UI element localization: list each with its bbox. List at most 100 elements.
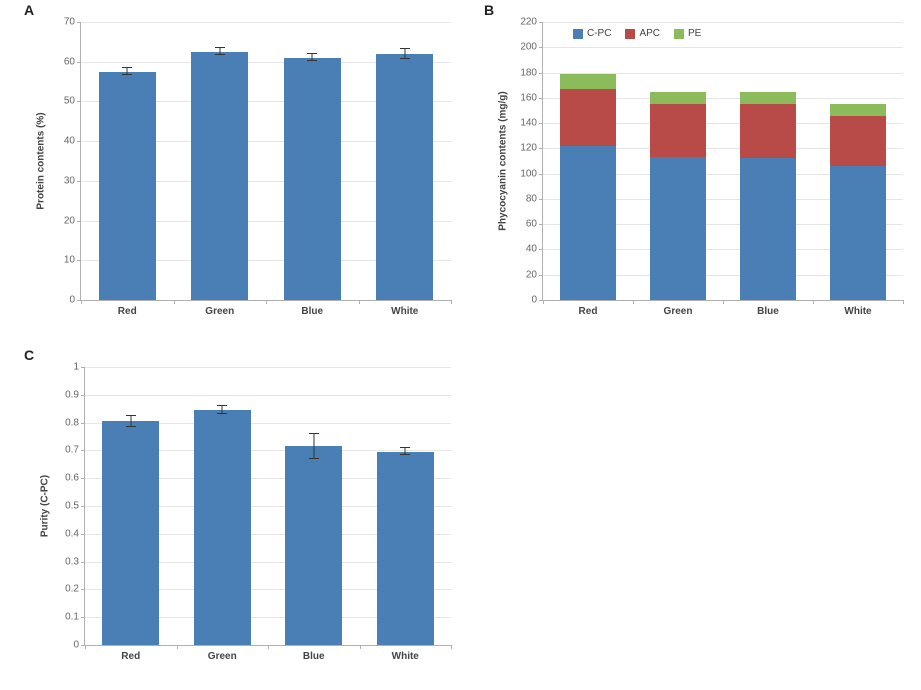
x-tick-mark [81,300,82,304]
error-cap [122,67,132,68]
panel-c: C Purity (C-PC) 00.10.20.30.40.50.60.70.… [20,345,470,685]
x-tick-mark [266,300,267,304]
x-tick-label: Green [664,300,693,317]
x-tick-mark [174,300,175,304]
error-cap [217,405,227,406]
panel-b-label: B [484,2,494,18]
bar-segment-apc [560,89,616,146]
panel-a-y-axis-title: Protein contents (%) [36,112,47,209]
y-tick-label: 0.3 [65,556,85,567]
panel-c-y-axis-title: Purity (C-PC) [40,475,51,537]
error-cap [126,415,136,416]
y-tick-label: 0 [73,640,85,651]
panel-c-plot: Purity (C-PC) 00.10.20.30.40.50.60.70.80… [84,367,451,646]
error-cap [217,413,227,414]
y-tick-label: 30 [64,175,81,186]
y-tick-label: 180 [520,67,543,78]
x-tick-mark [451,300,452,304]
bar-segment-c-pc [650,157,706,300]
x-tick-mark [85,645,86,649]
x-tick-label: Blue [303,645,325,662]
y-tick-label: 100 [520,168,543,179]
y-tick-label: 0 [531,295,543,306]
x-tick-label: Green [208,645,237,662]
error-cap [400,58,410,59]
x-tick-mark [903,300,904,304]
x-tick-label: Blue [301,300,323,317]
x-tick-label: Blue [757,300,779,317]
stacked-bar [830,104,886,300]
panel-b-legend: C-PC APC PE [573,28,715,42]
x-tick-mark [360,645,361,649]
x-tick-mark [268,645,269,649]
y-tick-label: 40 [526,244,543,255]
panel-c-label: C [24,347,34,363]
error-bar [313,434,314,459]
panel-b-y-axis-title: Phycocyanin contents (mg/g) [498,91,509,230]
legend-item: APC [625,28,660,39]
y-tick-label: 40 [64,136,81,147]
error-cap [309,458,319,459]
stacked-bar [650,92,706,301]
y-tick-label: 70 [64,17,81,28]
y-tick-label: 0.6 [65,473,85,484]
x-tick-label: White [391,300,418,317]
y-tick-label: 60 [526,219,543,230]
x-tick-mark [359,300,360,304]
y-tick-label: 10 [64,255,81,266]
x-tick-label: White [844,300,871,317]
bar [377,452,434,645]
bar-segment-pe [740,92,796,105]
y-tick-label: 1 [73,362,85,373]
bar [285,446,342,645]
legend-swatch [674,29,684,39]
x-tick-mark [451,645,452,649]
legend-label: PE [688,28,701,39]
legend-item: PE [674,28,701,39]
legend-item: C-PC [573,28,611,39]
x-tick-label: Green [205,300,234,317]
y-tick-label: 0.7 [65,445,85,456]
y-tick-label: 0.4 [65,528,85,539]
error-cap [400,447,410,448]
gridline [543,22,903,23]
y-tick-label: 0.2 [65,584,85,595]
error-cap [122,74,132,75]
error-cap [126,426,136,427]
bar [376,54,433,300]
bar [284,58,341,300]
bar-segment-pe [560,74,616,89]
error-cap [215,47,225,48]
error-cap [215,54,225,55]
bar-segment-apc [830,116,886,167]
error-cap [307,60,317,61]
y-tick-label: 60 [64,56,81,67]
y-tick-label: 200 [520,42,543,53]
bar [191,52,248,300]
y-tick-label: 0.9 [65,389,85,400]
legend-swatch [573,29,583,39]
y-tick-label: 0 [69,295,81,306]
bar [194,410,251,645]
bar-segment-pe [830,104,886,115]
y-tick-label: 20 [526,269,543,280]
x-tick-mark [633,300,634,304]
panel-a-plot: Protein contents (%) 010203040506070RedG… [80,22,451,301]
y-tick-label: 140 [520,118,543,129]
stacked-bar [740,92,796,301]
panel-a-label: A [24,2,34,18]
x-tick-label: White [392,645,419,662]
legend-swatch [625,29,635,39]
gridline [85,395,451,396]
x-tick-label: Red [118,300,137,317]
y-tick-label: 0.1 [65,612,85,623]
panel-a: A Protein contents (%) 010203040506070Re… [20,0,470,340]
bar-segment-apc [650,104,706,157]
gridline [81,22,451,23]
gridline [543,47,903,48]
x-tick-mark [543,300,544,304]
bar-segment-c-pc [740,158,796,300]
gridline [85,367,451,368]
y-tick-label: 160 [520,92,543,103]
panel-b-plot: Phycocyanin contents (mg/g) C-PCAPCPE 02… [542,22,903,301]
